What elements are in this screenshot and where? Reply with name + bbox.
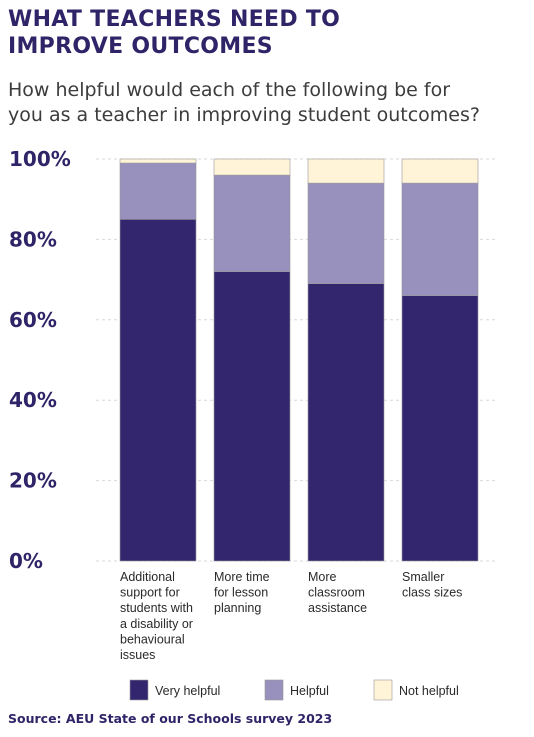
y-tick-label: 40% [9,388,57,412]
x-category-label-line: Additional [120,570,175,584]
x-category-label-line: students with [120,601,193,615]
chart-subtitle-line-1: How helpful would each of the following … [8,79,451,101]
x-category-label-line: Smaller [402,570,444,584]
x-category-label-line: class sizes [402,586,462,600]
bar-segment-helpful [119,162,197,220]
x-category-label-line: issues [120,648,155,662]
x-category-label: Smaller class sizes [402,570,462,600]
x-category-label: More classroom assistance [308,570,367,615]
x-category-label-line: a disability or [120,617,193,631]
x-category-label-line: planning [214,601,261,615]
bar-segment-helpful [401,182,479,296]
bar-segment-very-helpful [119,219,197,562]
x-category-label-line: More [308,570,337,584]
x-category-label: Additional support for students with a disa… [120,570,193,662]
bar-segment-very-helpful [401,295,479,562]
bar-segment-not-helpful [307,158,385,184]
chart-title-line-1: WHAT TEACHERS NEED TO [8,7,341,32]
x-category-label-line: More time [214,570,270,584]
bar-segment-not-helpful [119,158,197,164]
chart-title-line-2: IMPROVE OUTCOMES [8,34,273,59]
legend-label: Very helpful [155,684,220,698]
bar-segment-helpful [307,182,385,284]
chart-subtitle: How helpful would each of the following … [8,78,528,128]
x-category-label-line: classroom [308,586,365,600]
legend-label: Helpful [290,684,329,698]
chart-title: WHAT TEACHERS NEED TO IMPROVE OUTCOMES [8,6,508,60]
legend-swatch [264,679,284,701]
y-tick-label: 0% [9,549,43,573]
bar-segment-very-helpful [307,283,385,562]
legend-swatch [129,679,149,701]
bar-segment-not-helpful [213,158,291,176]
bar-segment-not-helpful [401,158,479,184]
legend-swatch [373,679,393,701]
y-tick-label: 20% [9,469,57,493]
x-category-label-line: behavioural [120,632,185,646]
chart-subtitle-line-2: you as a teacher in improving student ou… [8,104,480,126]
y-tick-label: 80% [9,227,57,251]
legend-label: Not helpful [399,684,459,698]
y-tick-label: 100% [9,147,71,171]
bar-segment-very-helpful [213,271,291,562]
bar-segment-helpful [213,174,291,272]
source-note: Source: AEU State of our Schools survey … [8,711,333,726]
x-category-label-line: support for [120,586,180,600]
y-tick-label: 60% [9,308,57,332]
x-category-label: More time for lesson planning [214,570,270,615]
x-category-label-line: assistance [308,601,367,615]
x-category-label-line: for lesson [214,586,268,600]
